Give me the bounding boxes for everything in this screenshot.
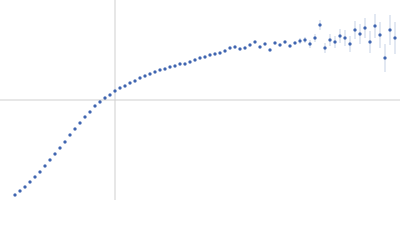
data-point <box>393 36 397 40</box>
data-point <box>148 72 152 76</box>
data-point <box>118 86 122 90</box>
data-point <box>28 180 32 184</box>
data-point <box>53 152 57 156</box>
data-point <box>88 110 92 114</box>
data-point <box>83 115 87 119</box>
data-point <box>153 70 157 74</box>
data-point <box>233 45 237 49</box>
data-point <box>303 38 307 42</box>
data-point <box>203 55 207 59</box>
data-point <box>243 46 247 50</box>
data-point <box>168 65 172 69</box>
data-point <box>73 127 77 131</box>
data-point <box>63 140 67 144</box>
data-point <box>358 32 362 36</box>
data-point <box>173 64 177 68</box>
data-point <box>78 121 82 125</box>
data-point <box>133 79 137 83</box>
data-point <box>258 45 262 49</box>
data-point <box>143 74 147 78</box>
data-point <box>23 185 27 189</box>
data-point <box>378 33 382 37</box>
data-point <box>388 28 392 32</box>
data-point <box>213 52 217 56</box>
data-point <box>293 41 297 45</box>
data-point <box>318 23 322 27</box>
data-point <box>193 58 197 62</box>
data-point <box>198 56 202 60</box>
data-point <box>363 26 367 30</box>
data-point <box>98 100 102 104</box>
data-point <box>13 193 17 197</box>
data-point <box>248 43 252 47</box>
data-point <box>308 42 312 46</box>
data-point <box>333 40 337 44</box>
data-point <box>58 146 62 150</box>
data-point <box>103 96 107 100</box>
data-point <box>373 24 377 28</box>
data-point <box>38 170 42 174</box>
data-point <box>283 40 287 44</box>
data-point <box>208 53 212 57</box>
data-point <box>128 81 132 85</box>
data-point <box>273 41 277 45</box>
data-point <box>323 46 327 50</box>
data-point <box>18 189 22 193</box>
data-point <box>183 62 187 66</box>
data-point <box>218 51 222 55</box>
data-point <box>383 56 387 60</box>
data-point <box>328 38 332 42</box>
data-point <box>268 48 272 52</box>
data-point <box>228 46 232 50</box>
data-point <box>163 67 167 71</box>
data-point <box>123 84 127 88</box>
data-point <box>158 68 162 72</box>
data-point <box>68 133 72 137</box>
data-point <box>288 44 292 48</box>
data-point <box>238 47 242 51</box>
data-point <box>178 62 182 66</box>
data-point <box>138 76 142 80</box>
data-point <box>253 40 257 44</box>
data-point <box>353 28 357 32</box>
data-point <box>278 43 282 47</box>
chart <box>0 0 400 200</box>
data-point <box>223 49 227 53</box>
data-point <box>48 158 52 162</box>
data-point <box>368 40 372 44</box>
data-point <box>188 60 192 64</box>
data-point <box>263 42 267 46</box>
data-point <box>108 93 112 97</box>
data-point <box>43 164 47 168</box>
data-point <box>33 175 37 179</box>
data-point <box>93 104 97 108</box>
data-point <box>313 36 317 40</box>
data-point <box>338 34 342 38</box>
data-point <box>113 89 117 93</box>
data-point <box>343 36 347 40</box>
data-point <box>348 42 352 46</box>
data-point <box>298 39 302 43</box>
